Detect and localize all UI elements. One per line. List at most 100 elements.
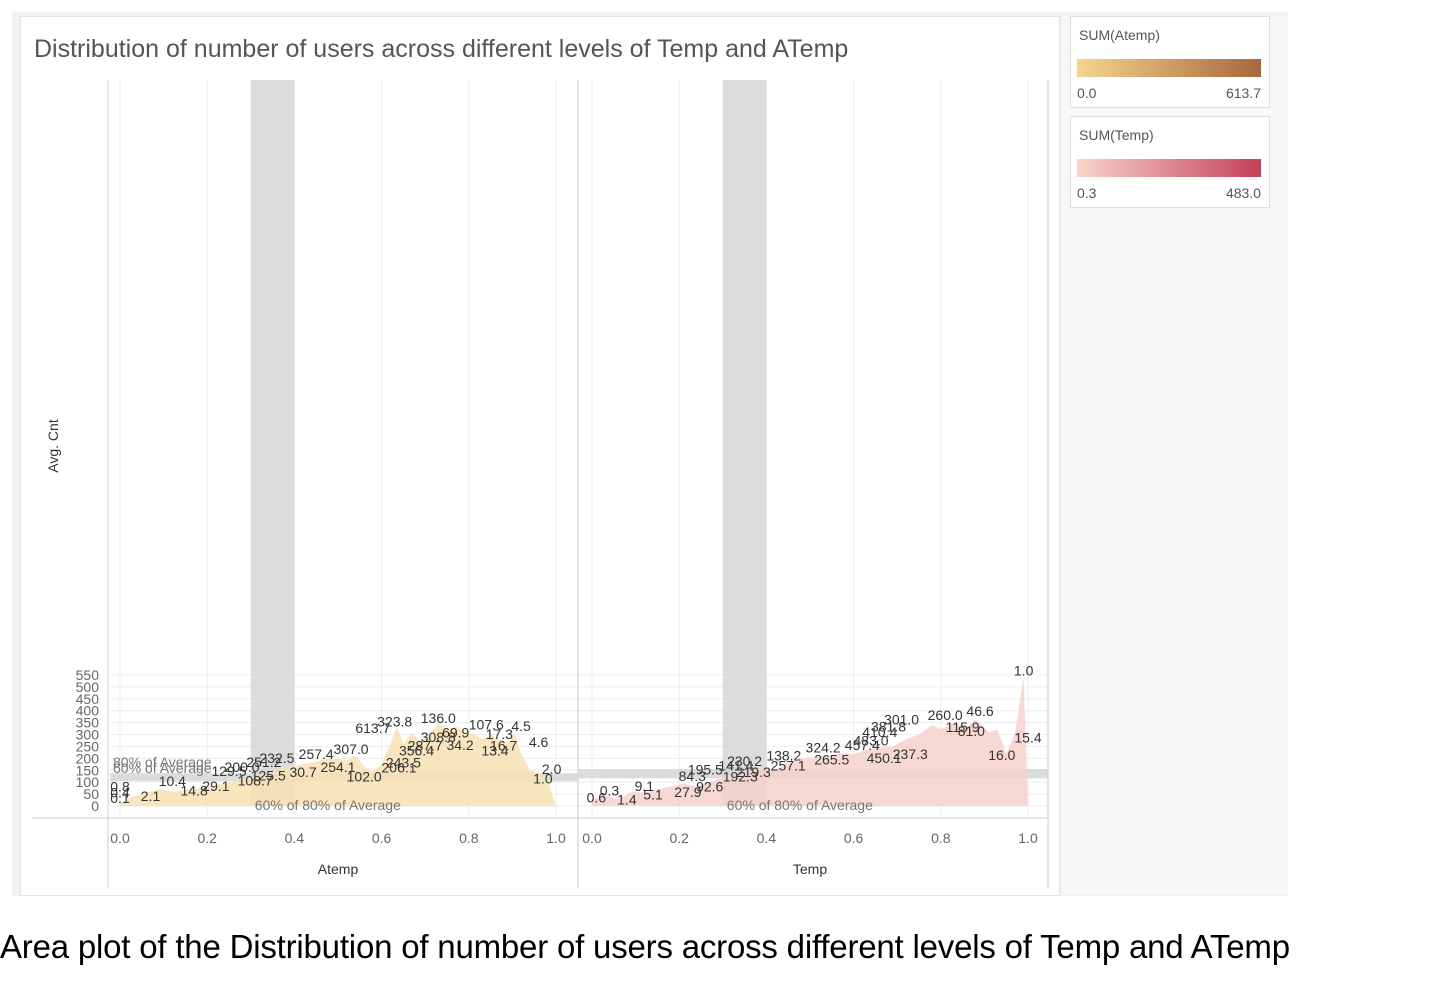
data-label: 219.3 [736,764,771,780]
data-label: 9.1 [635,778,655,794]
data-label: 13.4 [481,743,508,759]
data-label: 613.7 [355,720,390,736]
x-tick-label: 0.2 [669,830,689,846]
legend-temp: SUM(Temp) 0.3 483.0 [1070,116,1270,208]
data-label: 0.6 [587,790,607,806]
legend-atemp-min: 0.0 [1077,85,1097,101]
data-label: 265.5 [814,752,849,768]
data-label: 30.7 [289,764,316,780]
data-label: 108.7 [238,773,273,789]
y-tick-label: 50 [83,786,99,802]
data-label: 356.4 [399,743,434,759]
data-label: 129.5 [211,763,246,779]
y-tick-label: 150 [76,762,100,778]
data-label: 0.1 [110,790,130,806]
data-label: 257.1 [771,758,806,774]
data-label: 16.7 [490,738,517,754]
data-label: 0.4 [110,785,130,801]
y-tick-label: 300 [76,727,100,743]
legend-atemp-gradient [1077,59,1261,77]
reference-label: 60% of Average [113,760,212,776]
data-label: 243.5 [386,754,421,770]
reference-label: 80% of Average [113,754,212,770]
x-tick-label: 0.8 [459,830,479,846]
data-label: 14.8 [180,782,207,798]
data-label: 308.8 [421,729,456,745]
x-tick-label: 1.0 [1018,830,1038,846]
x-axis-label: Temp [793,861,827,877]
data-label: 84.3 [679,768,706,784]
data-label: 324.2 [806,740,841,756]
y-tick-label: 350 [76,715,100,731]
y-tick-label: 550 [76,667,100,683]
highlight-band [722,80,767,806]
area-series-temp [592,677,1028,806]
data-label: 138.2 [766,747,801,763]
x-tick-label: 0.6 [372,830,392,846]
chart-title: Distribution of number of users across d… [34,35,848,63]
x-tick-label: 0.4 [285,830,305,846]
data-label: 251.2 [246,754,281,770]
data-label: 5.1 [643,787,663,803]
data-label: 34.2 [446,737,473,753]
y-axis-label: Avg. Cnt [45,419,61,473]
figure-caption: Area plot of the Distribution of number … [0,928,1290,965]
data-label: 381.8 [871,718,906,734]
data-label: 200.0 [225,759,260,775]
data-label: 254.1 [320,759,355,775]
highlight-band [250,80,295,806]
y-tick-label: 400 [76,703,100,719]
data-label: 410.4 [862,724,897,740]
data-label: 125.5 [251,767,286,783]
reference-bands-layer [110,80,1048,806]
data-label: 2.0 [542,761,562,777]
x-tick-label: 0.0 [582,830,602,846]
data-label: 2.1 [141,788,161,804]
data-label: 115.9 [946,719,980,735]
data-label: 206.1 [382,759,417,775]
data-label: 232.5 [259,750,294,766]
data-label: 136.0 [421,710,456,726]
data-label: 195.5 [688,762,723,778]
legend-temp-min: 0.3 [1077,185,1097,201]
legend-atemp-max: 613.7 [1225,85,1261,101]
legend-temp-max: 483.0 [1225,185,1261,201]
data-label: 4.5 [511,718,531,734]
x-tick-label: 0.4 [757,830,777,846]
data-label: 46.6 [966,703,993,719]
data-label: 1.4 [617,792,637,808]
highlight-label: 60% of 80% of Average [727,797,873,813]
data-label: 483.0 [854,732,889,748]
data-label: 192.3 [723,768,758,784]
data-label: 1.0 [1014,662,1034,678]
data-label: 17.3 [486,726,513,742]
data-label: 102.0 [347,769,382,785]
data-label: 287.7 [408,737,443,753]
data-label: 15.4 [1014,730,1041,746]
data-label: 69.9 [442,725,469,741]
highlight-label: 60% of 80% of Average [255,797,401,813]
y-tick-label: 250 [76,738,100,754]
y-tick-label: 100 [76,774,100,790]
x-tick-label: 0.2 [197,830,217,846]
data-label: 237.3 [893,746,928,762]
area-series-atemp [120,723,556,806]
x-tick-label: 0.6 [844,830,864,846]
y-tick-label: 0 [91,798,99,814]
legend-atemp: SUM(Atemp) 0.0 613.7 [1070,16,1270,108]
data-label: 81.0 [958,723,985,739]
data-label: 16.0 [988,747,1015,763]
data-label: 29.1 [202,778,229,794]
data-label: 230.2 [727,753,762,769]
x-tick-label: 0.8 [931,830,951,846]
data-label: 307.0 [334,741,369,757]
x-axis-label: Atemp [318,861,359,877]
y-tick-label: 450 [76,691,100,707]
data-label: 1.0 [533,770,553,786]
data-label: 257.4 [299,746,334,762]
data-label: 0.8 [110,779,130,795]
data-label: 4.6 [529,734,549,750]
data-label: 92.6 [696,778,723,794]
